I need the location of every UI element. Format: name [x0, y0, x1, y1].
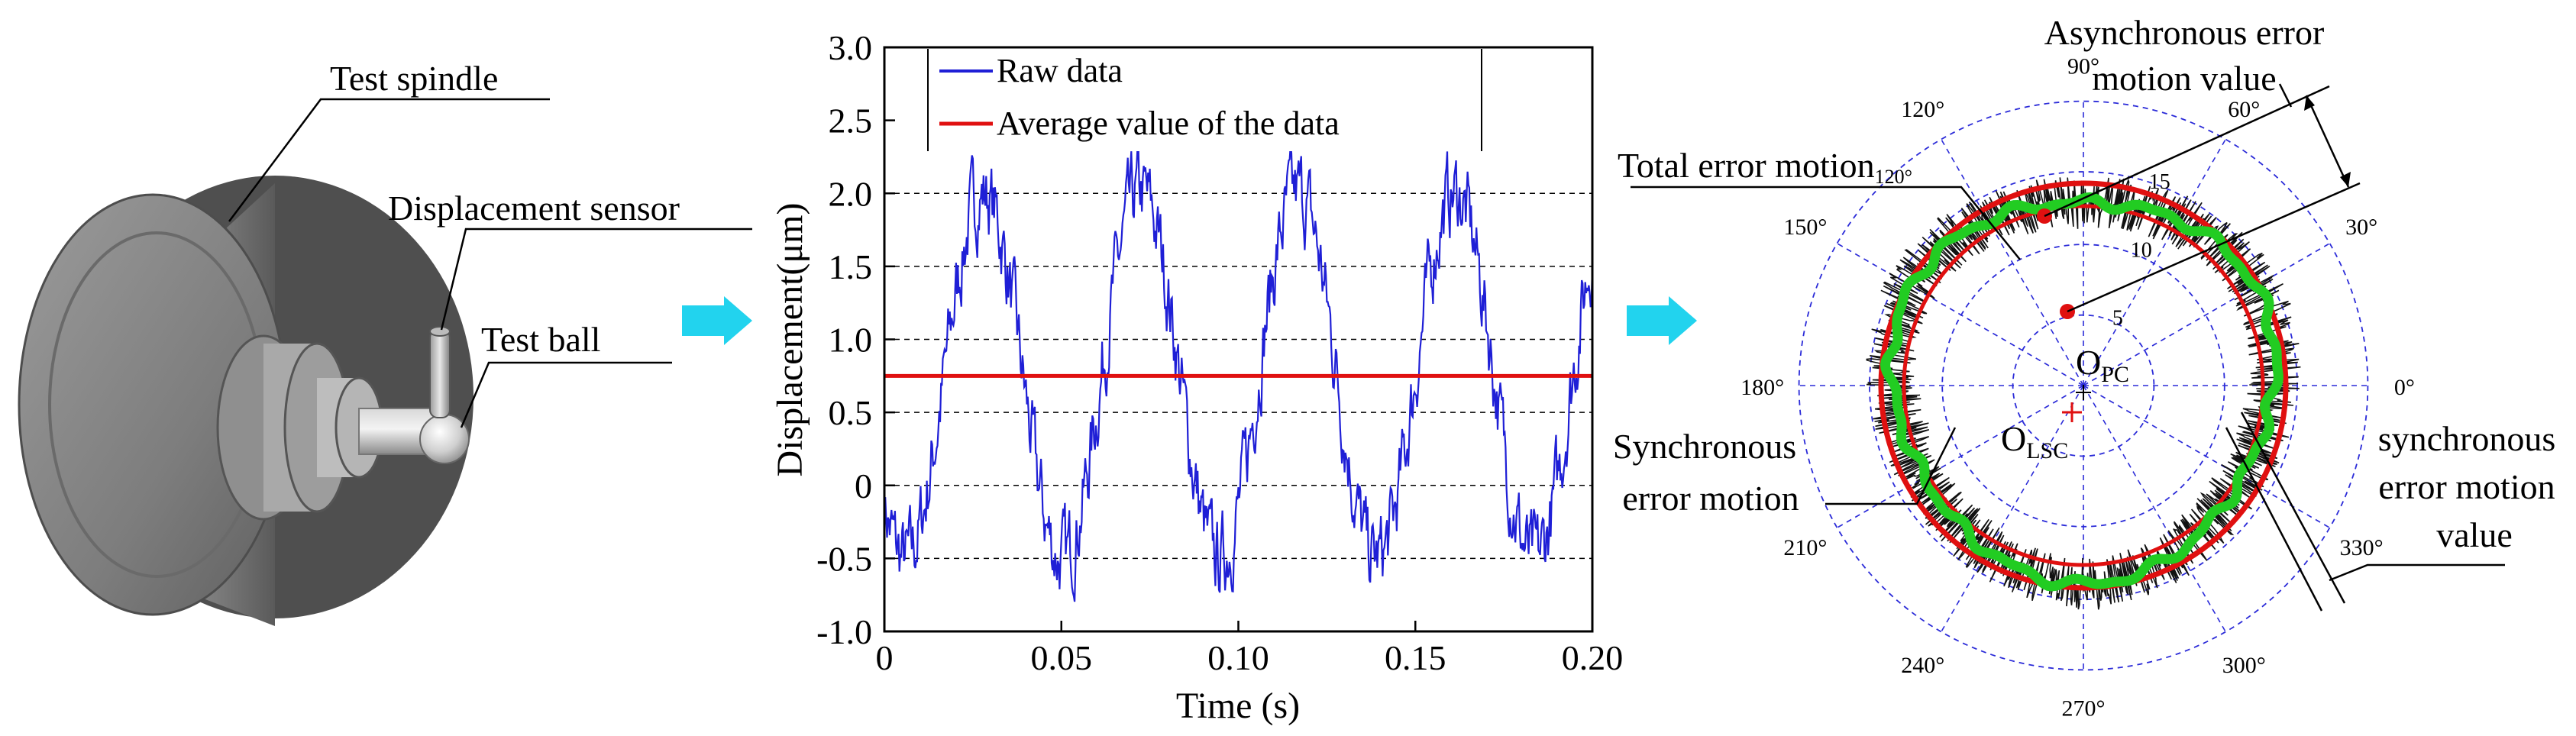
- leader-lines-left: [228, 98, 752, 428]
- center-pc-sub: PC: [2101, 362, 2129, 387]
- y-tick-label: 2.5: [829, 102, 873, 140]
- displacement-sensor-top: [429, 326, 451, 337]
- sync-value-line1: synchronous: [2378, 419, 2556, 458]
- legend-label-raw: Raw data: [997, 52, 1123, 89]
- async-dim-line-inner: [2067, 182, 2361, 313]
- async-dim-line-outer: [2044, 85, 2330, 218]
- polar-angle-label: 30°: [2345, 215, 2377, 240]
- polar-angle-label: 90°: [2067, 54, 2099, 79]
- displacement-sensor-label: Displacement sensor: [388, 189, 680, 228]
- chart-ticks: -1.0 -0.5 0 0.5 1.0 1.5 2.0 2.5 3.0 0 0.05 0.10 0.15…: [816, 28, 1623, 677]
- test-spindle-label: Test spindle: [330, 59, 498, 98]
- leader-test-ball: [460, 361, 672, 428]
- polar-angle-label: 270°: [2062, 696, 2106, 721]
- polar-angle-labels: 0° 30° 60° 90° 120° 150° 180° 210° 240° 270° 300° 3…: [1740, 54, 2415, 721]
- async-dim-arrow-line: [2305, 95, 2350, 188]
- flow-arrow-1: [682, 296, 752, 345]
- polar-radius-label: 5: [2112, 307, 2123, 331]
- polar-angle-label: 120°: [1901, 97, 1944, 122]
- chart-legend-box: [928, 49, 1482, 151]
- chart-legend: Raw data Average value of the data: [927, 49, 1482, 151]
- chart-x-axis-label: Time (s): [1176, 686, 1300, 726]
- total-error-angle: 120°: [1875, 166, 1912, 188]
- x-tick-label: 0.20: [1562, 638, 1624, 677]
- total-error-label: Total error motion120°: [1618, 146, 1912, 188]
- sync-value-line3: value: [2436, 515, 2513, 554]
- async-dim-arrowhead-bottom: [2340, 172, 2351, 187]
- polar-error-plot: 0° 30° 60° 90° 120° 150° 180° 210° 240° 270° 300° 3…: [1613, 13, 2555, 721]
- polar-grid-spoke: [2083, 139, 2226, 386]
- polar-grid-ring-3: [1798, 100, 2369, 671]
- center-pc-marker: [2076, 385, 2091, 400]
- x-tick-label: 0.05: [1031, 638, 1093, 677]
- flow-arrow-2: [1627, 296, 1697, 345]
- async-label-line1: Asynchronous error: [2044, 13, 2325, 52]
- displacement-sensor-shape: [429, 329, 451, 418]
- polar-angle-label: 210°: [1783, 535, 1827, 560]
- polar-grid-spoke: [1941, 385, 2084, 632]
- lsc-reference-circle: [1878, 180, 2289, 591]
- sync-label-line2: error motion: [1622, 479, 1799, 518]
- polar-angle-label: 240°: [1901, 653, 1944, 678]
- lsc-reference-circle-inner: [1902, 204, 2265, 567]
- sync-value-line2: error motion: [2378, 467, 2555, 506]
- polar-radius-label: 10: [2131, 239, 2152, 263]
- async-label-line2: motion value: [2092, 59, 2276, 98]
- polar-angle-label: 300°: [2222, 653, 2266, 678]
- polar-grid: [1798, 100, 2369, 671]
- sync-error-leader: [1825, 427, 1957, 505]
- polar-grid-spoke: [2083, 385, 2226, 632]
- polar-leader-lines: [1631, 83, 2505, 612]
- legend-label-average: Average value of the data: [997, 105, 1340, 142]
- polar-angle-label: 0°: [2394, 375, 2415, 400]
- y-tick-label: 1.5: [829, 247, 873, 286]
- polar-grid-spoke: [1941, 139, 2084, 386]
- polar-grid-spoke: [1837, 243, 2084, 386]
- polar-radius-label: 15: [2149, 170, 2170, 194]
- async-label-leader: [2278, 83, 2293, 108]
- polar-grid-spoke: [2083, 385, 2330, 528]
- series-raw-data-line: [883, 144, 1594, 602]
- sync-value-line-1: [2225, 427, 2323, 612]
- polar-grid-spoke: [2083, 243, 2330, 386]
- y-tick-label: 2.0: [829, 174, 873, 213]
- spindle-illustration: [18, 176, 474, 626]
- polar-grid-spoke: [1837, 385, 2084, 528]
- center-lsc-sub: LSC: [2026, 438, 2068, 463]
- displacement-chart: -1.0 -0.5 0 0.5 1.0 1.5 2.0 2.5 3.0 0 0.05 0.10 0.15…: [770, 28, 1623, 726]
- sync-label-line1: Synchronous: [1613, 427, 1796, 466]
- sync-value-line-2: [2240, 412, 2346, 604]
- chart-gridlines: [884, 192, 1592, 560]
- y-tick-label: 0: [855, 466, 872, 505]
- polar-angle-label: 60°: [2228, 97, 2260, 122]
- async-dim-arrowhead-top: [2304, 95, 2315, 111]
- center-pc-label: OPC: [2076, 343, 2129, 387]
- center-lsc-main: O: [2001, 419, 2026, 458]
- chart-series-group: [883, 144, 1594, 602]
- x-tick-label: 0.15: [1385, 638, 1446, 677]
- center-lsc-marker: [2062, 402, 2082, 422]
- polar-angle-label: 150°: [1783, 215, 1827, 240]
- synchronous-error-trace: [1879, 192, 2283, 592]
- chart-y-axis-label: Displacement(μm): [770, 203, 810, 477]
- leader-test-spindle: [228, 98, 550, 222]
- total-error-leader: [1631, 186, 2021, 260]
- center-lsc-label: OLSC: [2001, 419, 2068, 463]
- y-tick-label: 1.0: [829, 321, 873, 360]
- x-tick-label: 0: [876, 638, 894, 677]
- sync-value-leader: [2329, 563, 2505, 582]
- y-tick-label: -1.0: [816, 612, 872, 651]
- leader-displacement-sensor: [440, 228, 752, 331]
- test-ball-label: Test ball: [481, 320, 600, 359]
- total-error-text: Total error motion: [1618, 146, 1875, 185]
- polar-angle-label: 180°: [1740, 375, 1784, 400]
- y-tick-label: 0.5: [829, 393, 873, 432]
- test-ball-shape: [419, 414, 470, 464]
- center-pc-main: O: [2076, 343, 2101, 382]
- polar-angle-label: 330°: [2340, 535, 2384, 560]
- x-tick-label: 0.10: [1207, 638, 1269, 677]
- y-tick-label: -0.5: [816, 539, 872, 578]
- y-tick-label: 3.0: [829, 28, 873, 67]
